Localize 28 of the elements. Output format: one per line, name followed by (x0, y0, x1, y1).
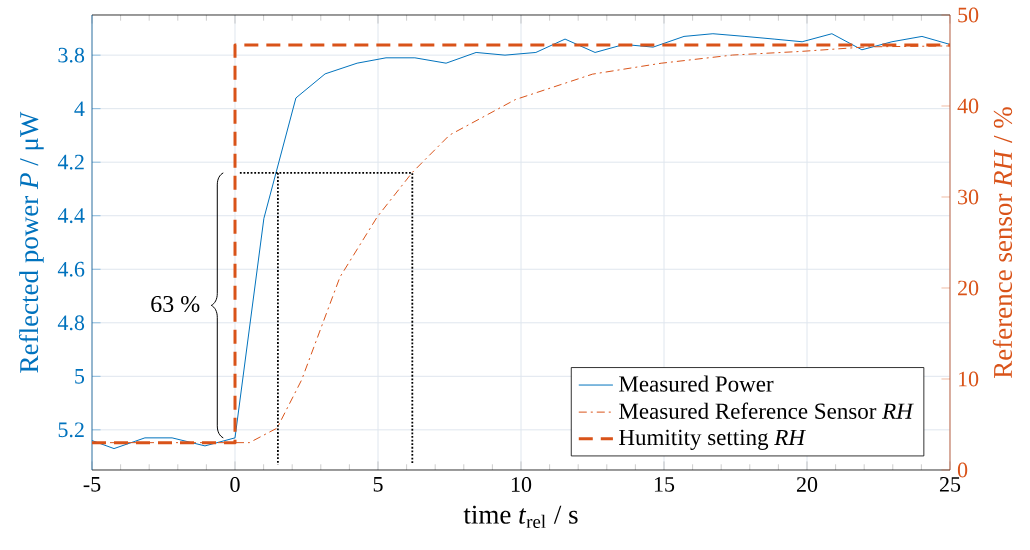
y-tick-label: 4 (74, 101, 85, 116)
y-tick-label: 5.2 (58, 422, 84, 438)
y-axis-title: Reflected power P / μW (18, 111, 44, 373)
y2-tick-label: 50 (958, 7, 979, 23)
legend-label: Humitity setting RH (619, 429, 806, 450)
y2-tick-label: 20 (958, 280, 979, 296)
y2-tick-label: 10 (959, 371, 979, 387)
legend-label: Measured Power (619, 375, 774, 392)
y-tick-label: 4.6 (57, 261, 85, 277)
legend-label: Measured Reference Sensor RH (619, 402, 914, 419)
x-tick-label: -5 (83, 477, 101, 492)
y2-tick-label: 40 (957, 98, 979, 114)
x-tick-label: 25 (939, 477, 961, 492)
x-tick-label: 0 (230, 477, 240, 492)
y-tick-label: 4.4 (57, 208, 85, 224)
y-tick-label: 4.8 (57, 315, 85, 331)
y2-tick-label: 0 (957, 462, 968, 478)
y-tick-label: 3.8 (58, 47, 85, 63)
y2-tick-label: 30 (958, 189, 979, 205)
x-tick-label: 5 (373, 477, 383, 492)
y-tick-label: 5 (75, 369, 85, 384)
y-tick-label: 4.2 (57, 154, 84, 170)
annotation: 63 % (151, 295, 200, 313)
x-tick-label: 20 (796, 477, 818, 492)
x-axis-title: time t$_{rel}$ / s (463, 505, 578, 529)
y2-axis-title: Reference sensor RH / % (992, 107, 1013, 379)
x-tick-label: 15 (654, 477, 675, 492)
x-tick-label: 10 (511, 477, 532, 492)
